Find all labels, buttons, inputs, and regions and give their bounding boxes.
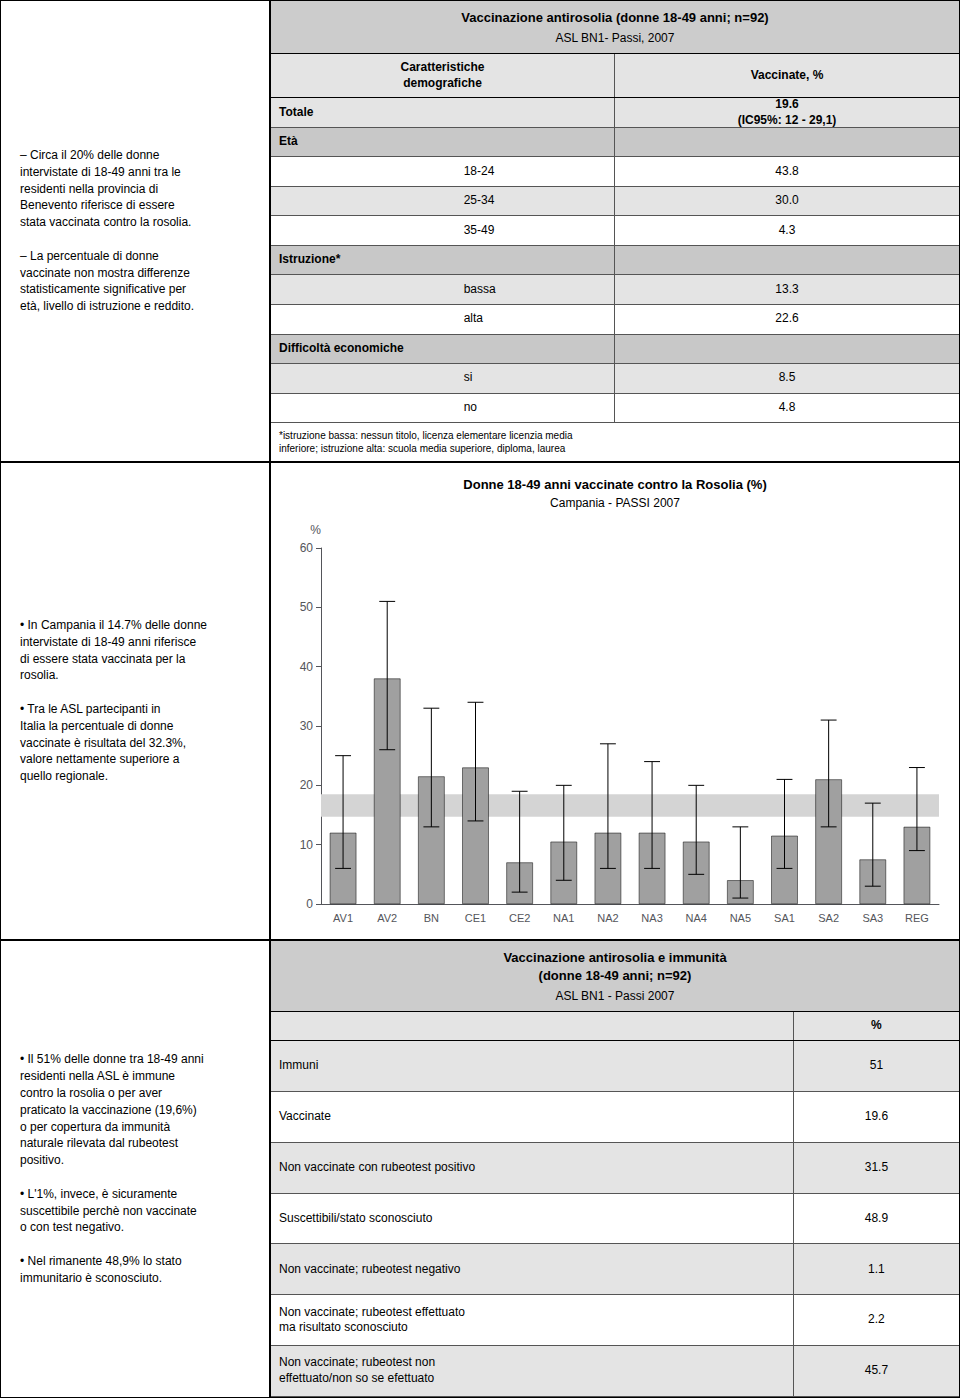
svg-text:SA3: SA3 [862,912,883,924]
html-text:Non vaccinate; rubeotest effet: Non vaccinate; rubeotest effettuato ma r… [279,1304,465,1335]
html-text:Non vaccinate; rubeotest negat: Non vaccinate; rubeotest negativo [279,1261,461,1276]
html-text:19.6: 19.6 [864,1109,889,1123]
html-text:Difficoltà economiche: Difficoltà economiche [279,341,404,355]
html-text:4.3: 4.3 [778,222,796,237]
html-text:*istruzione bassa: nessun tito: *istruzione bassa: nessun titolo, licenz… [279,430,573,454]
html-text:1.1: 1.1 [868,1261,885,1276]
html-text:ASL BN1 - Passi 2007: ASL BN1 - Passi 2007 [555,989,675,1004]
html-text:22.6: 22.6 [775,311,799,326]
html-text:si: si [463,370,473,385]
html-text:Vaccinate: Vaccinate [279,1109,331,1123]
html-text:8.5: 8.5 [778,370,796,385]
html-text:45.7: 45.7 [864,1363,889,1378]
svg-text:10: 10 [300,838,314,852]
html-text:35-49: 35-49 [463,222,495,237]
html-text:43.8: 43.8 [775,163,799,178]
html-text:48.9: 48.9 [864,1210,889,1225]
html-text:– Circa il 20% delle donne int: – Circa il 20% delle donne intervistate … [20,148,195,314]
html-text:Vaccinazione antirosolia e imm: Vaccinazione antirosolia e immunità (don… [503,950,727,984]
html-text:Vaccinazione antirosolia (donn: Vaccinazione antirosolia (donne 18-49 an… [461,10,769,25]
html-text:• Il 51% delle donne tra 18-49: • Il 51% delle donne tra 18-49 anni resi… [20,1052,204,1285]
svg-text:%: % [310,523,321,537]
svg-text:20: 20 [300,778,314,792]
html-text:Vaccinate, %: Vaccinate, % [750,68,824,82]
html-text:bassa: bassa [463,281,496,296]
html-text:ASL BN1- Passi, 2007: ASL BN1- Passi, 2007 [555,31,675,46]
html-text:Istruzione*: Istruzione* [279,252,341,267]
html-text:13.3: 13.3 [775,281,799,296]
html-text:25-34: 25-34 [463,193,495,208]
html-text:31.5: 31.5 [864,1159,889,1174]
svg-text:0: 0 [306,897,313,911]
html-text:• In Campania il 14.7% delle d: • In Campania il 14.7% delle donne inter… [20,618,207,784]
svg-text:50: 50 [300,600,314,614]
svg-text:CE1: CE1 [465,912,486,924]
html-text:Non vaccinate con rubeotest po: Non vaccinate con rubeotest positivo [279,1159,476,1174]
html-text:2.2: 2.2 [868,1312,885,1327]
html-text:Non vaccinate; rubeotest non e: Non vaccinate; rubeotest non effettuato/… [279,1355,436,1385]
svg-text:AV2: AV2 [377,912,397,924]
svg-text:NA5: NA5 [730,912,751,924]
svg-text:SA2: SA2 [818,912,839,924]
html-text:Totale: Totale [279,104,314,119]
html-text:no: no [463,400,477,414]
svg-text:BN: BN [424,912,439,924]
svg-text:Donne 18-49 anni vaccinate con: Donne 18-49 anni vaccinate contro la Ros… [463,477,766,492]
svg-text:40: 40 [300,660,314,674]
svg-text:NA2: NA2 [597,912,618,924]
html-text:30.0: 30.0 [775,193,799,208]
svg-text:30: 30 [300,719,314,733]
svg-text:Campania - PASSI 2007: Campania - PASSI 2007 [550,496,680,510]
svg-text:REG: REG [905,912,929,924]
svg-text:SA1: SA1 [774,912,795,924]
html-text:Età: Età [279,134,298,149]
html-text:Immuni: Immuni [279,1058,319,1073]
svg-text:CE2: CE2 [509,912,530,924]
svg-text:60: 60 [300,541,314,555]
svg-text:NA4: NA4 [686,912,707,924]
html-text:alta: alta [463,311,483,326]
html-text:19.6 (IC95%: 12 - 29,1): 19.6 (IC95%: 12 - 29,1) [737,97,837,127]
html-text:51: 51 [869,1058,884,1073]
html-text:Caratteristiche demografiche: Caratteristiche demografiche [400,60,485,90]
html-text:Suscettibili/stato sconosciuto: Suscettibili/stato sconosciuto [279,1210,433,1225]
html-text:18-24: 18-24 [463,163,495,178]
svg-text:AV1: AV1 [333,912,353,924]
svg-text:NA1: NA1 [553,912,574,924]
html-text:4.8: 4.8 [778,400,796,414]
svg-text:NA3: NA3 [641,912,662,924]
